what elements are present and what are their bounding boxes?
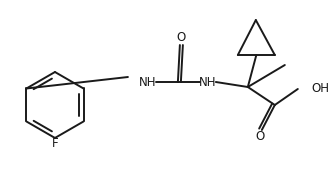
Text: F: F (52, 137, 58, 150)
Text: NH: NH (199, 76, 217, 89)
Text: O: O (255, 131, 265, 143)
Text: NH: NH (139, 76, 157, 89)
Text: OH: OH (312, 83, 330, 95)
Text: O: O (176, 31, 185, 44)
